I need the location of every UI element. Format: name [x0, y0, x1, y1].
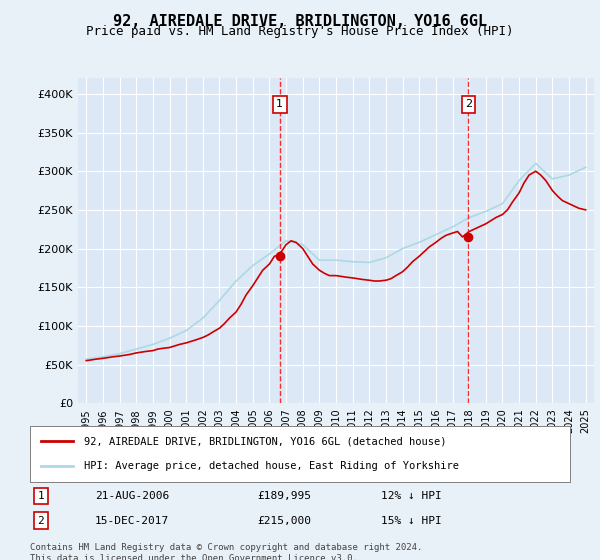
Text: 1: 1	[37, 491, 44, 501]
Text: 12% ↓ HPI: 12% ↓ HPI	[381, 491, 442, 501]
Text: 15% ↓ HPI: 15% ↓ HPI	[381, 516, 442, 526]
Text: Price paid vs. HM Land Registry's House Price Index (HPI): Price paid vs. HM Land Registry's House …	[86, 25, 514, 38]
Text: 2: 2	[465, 99, 472, 109]
Text: 1: 1	[277, 99, 283, 109]
Text: £215,000: £215,000	[257, 516, 311, 526]
Text: HPI: Average price, detached house, East Riding of Yorkshire: HPI: Average price, detached house, East…	[84, 461, 459, 471]
Text: 92, AIREDALE DRIVE, BRIDLINGTON, YO16 6GL: 92, AIREDALE DRIVE, BRIDLINGTON, YO16 6G…	[113, 14, 487, 29]
Text: 92, AIREDALE DRIVE, BRIDLINGTON, YO16 6GL (detached house): 92, AIREDALE DRIVE, BRIDLINGTON, YO16 6G…	[84, 436, 446, 446]
Text: £189,995: £189,995	[257, 491, 311, 501]
Text: 15-DEC-2017: 15-DEC-2017	[95, 516, 169, 526]
Text: 2: 2	[37, 516, 44, 526]
Text: 21-AUG-2006: 21-AUG-2006	[95, 491, 169, 501]
Text: Contains HM Land Registry data © Crown copyright and database right 2024.
This d: Contains HM Land Registry data © Crown c…	[30, 543, 422, 560]
